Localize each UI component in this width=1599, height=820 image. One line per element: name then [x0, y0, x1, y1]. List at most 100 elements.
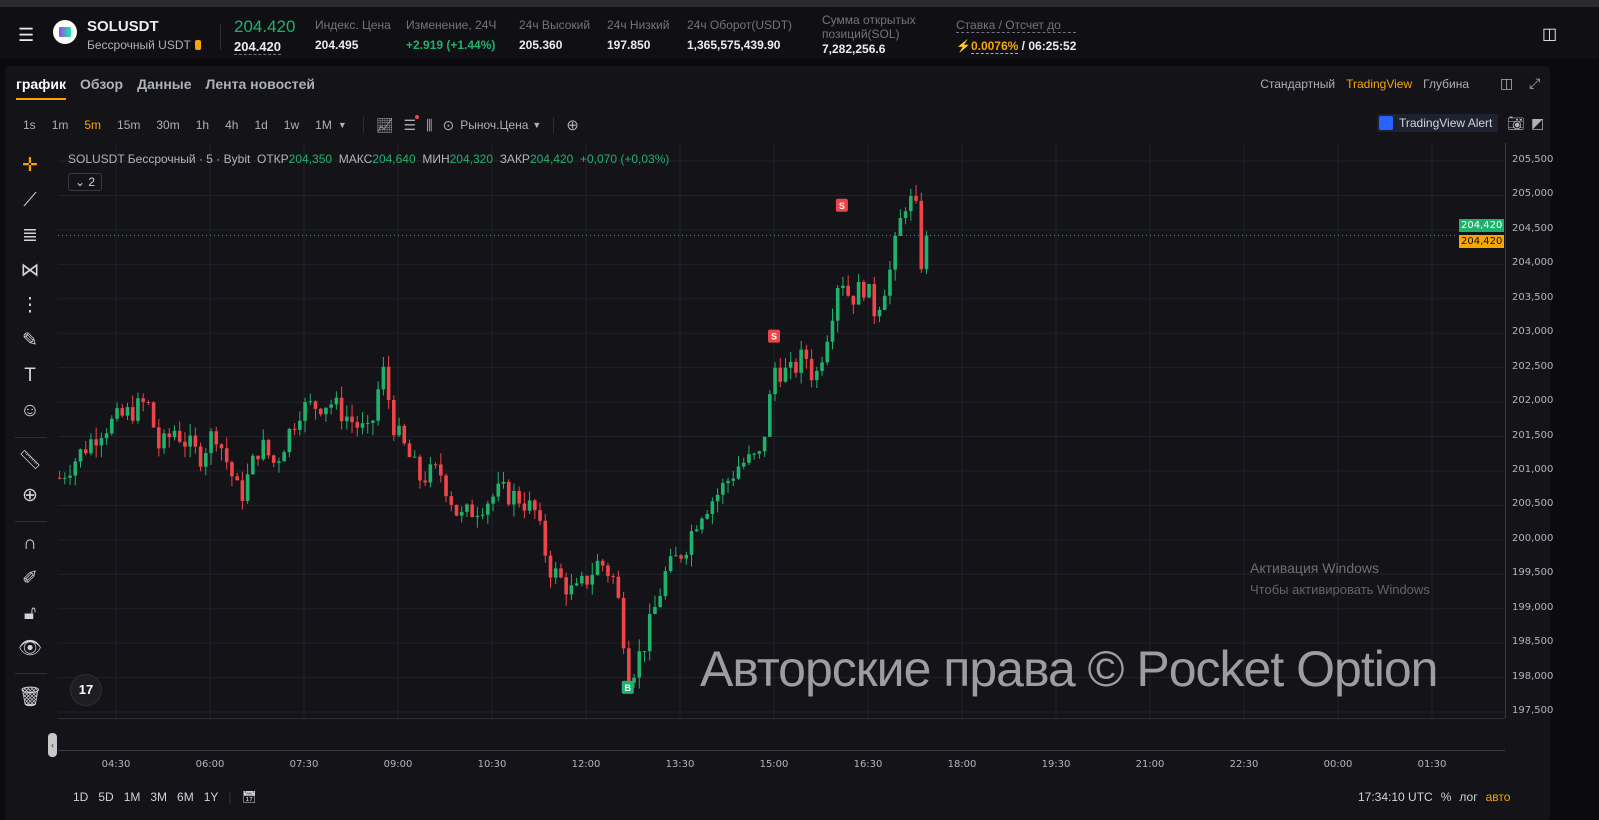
candle-body [663, 571, 668, 597]
range-3m[interactable]: 3M [150, 790, 168, 804]
timeframe-1d[interactable]: 1d [254, 118, 268, 132]
candle-body [177, 430, 182, 442]
eye-icon[interactable]: 👁︎ [17, 638, 43, 659]
tab-data[interactable]: Данные [137, 76, 192, 92]
expand-icon[interactable]: ⤢ [1529, 75, 1541, 91]
range-1m[interactable]: 1M [123, 790, 141, 804]
candle-body [538, 510, 542, 521]
book-icon[interactable]: ◫ [1542, 26, 1558, 43]
candle-body [773, 367, 777, 395]
candle-body [365, 422, 370, 424]
view-depth[interactable]: Глубина [1423, 77, 1469, 91]
fib-lines-icon[interactable]: ≣ [22, 225, 38, 246]
price-type-dropdown-icon[interactable]: ▼ [532, 120, 542, 130]
candle-body [162, 433, 166, 449]
candle-body [360, 423, 365, 428]
candlestick-chart[interactable]: B S S [58, 143, 1505, 718]
timeframe-1h[interactable]: 1h [195, 118, 210, 132]
candle-body [585, 575, 589, 585]
price-axis[interactable]: 205,500 205,000 204,500 204,000 203,500 203,0… [1459, 143, 1554, 718]
magnet-icon[interactable]: ∩ [23, 533, 37, 554]
stat-value: +2.919 (+1.44%) [406, 38, 496, 52]
candle-body [856, 281, 861, 305]
trash-icon[interactable]: 🗑︎ [17, 687, 43, 708]
candle-body [136, 398, 140, 421]
time-tick-label: 01:30 [1417, 759, 1447, 770]
lock-drawing-icon[interactable]: ✐ [22, 568, 38, 589]
candle-body [183, 441, 187, 447]
legend-change: +0,070 (+0,03%) [580, 152, 670, 166]
price-type-select[interactable]: Рыноч.Цена [460, 118, 529, 132]
timeframe-30m[interactable]: 30m [156, 118, 180, 132]
range-1y[interactable]: 1Y [203, 790, 219, 804]
log-toggle[interactable]: лог [1459, 790, 1478, 804]
candle-body [89, 439, 93, 454]
tradingview-logo[interactable]: 17 [70, 674, 102, 706]
candle-body [611, 576, 615, 578]
projection-icon[interactable]: ⋮ [20, 295, 40, 316]
auto-toggle[interactable]: авто [1485, 790, 1511, 804]
camera-icon[interactable]: 📷︎ [1507, 115, 1525, 131]
unlock-icon[interactable]: 🔓︎ [23, 603, 37, 624]
timeframe-1M[interactable]: 1M [315, 118, 332, 132]
percent-toggle[interactable]: % [1440, 790, 1452, 804]
timeframe-5m[interactable]: 5m [84, 118, 102, 132]
candle-body [653, 606, 657, 614]
divider [15, 673, 47, 674]
timeframe-15m[interactable]: 15m [117, 118, 141, 132]
scroll-left-handle[interactable]: ‹ [48, 733, 57, 757]
range-6m[interactable]: 6M [177, 790, 194, 804]
timeframe-1m[interactable]: 1m [51, 118, 69, 132]
text-icon[interactable]: T [24, 365, 36, 386]
goto-date-icon[interactable]: 📅︎ [241, 790, 257, 804]
candle-body [909, 196, 913, 212]
emoji-icon[interactable]: ☺ [20, 400, 40, 421]
menu-icon[interactable]: ☰ [18, 25, 35, 45]
candle-body [245, 474, 250, 502]
timeframe-dropdown-icon[interactable]: ▼ [337, 120, 347, 130]
info-icon[interactable] [194, 40, 201, 50]
fullscreen-icon[interactable]: ◩ [1531, 115, 1545, 131]
ruler-icon[interactable]: 📏︎ [17, 450, 43, 471]
timeframe-1w[interactable]: 1w [283, 118, 300, 132]
price-source-icon[interactable]: ⊙ [442, 116, 455, 133]
zoom-in-icon[interactable]: ⊕ [22, 485, 38, 506]
candle-body [710, 501, 715, 514]
indicators-toggle[interactable]: ⌄ 2 [68, 173, 103, 191]
candle-type-icon[interactable]: ⫼ [426, 116, 433, 133]
time-tick-label: 18:00 [947, 759, 977, 770]
time-tick-label: 13:30 [665, 759, 695, 770]
range-1d[interactable]: 1D [73, 790, 89, 804]
utc-clock[interactable]: 17:34:10 UTC [1358, 790, 1433, 804]
tab-news[interactable]: Лента новостей [205, 76, 315, 92]
funding-label[interactable]: Ставка / Отсчет до [956, 18, 1077, 33]
candle-body [788, 361, 793, 368]
crosshair-icon[interactable]: ✛ [22, 155, 38, 176]
buy-signal-label: B [625, 683, 632, 693]
indicators-icon[interactable]: 📈︎ [375, 116, 394, 133]
range-5d[interactable]: 5D [98, 790, 114, 804]
settings-list-icon[interactable]: ☰ [404, 114, 420, 134]
candle-body [151, 402, 156, 428]
tab-overview[interactable]: Обзор [80, 76, 124, 92]
pattern-icon[interactable]: ⋈ [20, 260, 40, 281]
split-layout-icon[interactable]: ◫ [1500, 75, 1514, 91]
price-tick-label: 200,500 [1512, 498, 1554, 510]
timeline-scroll[interactable] [58, 750, 1505, 751]
trend-line-icon[interactable]: ⟋ [23, 190, 37, 211]
tab-chart[interactable]: график [16, 76, 67, 100]
view-standard[interactable]: Стандартный [1260, 77, 1336, 91]
candle-body [721, 483, 725, 495]
brush-icon[interactable]: ✎ [22, 330, 38, 351]
timeframe-4h[interactable]: 4h [225, 118, 239, 132]
symbol-name[interactable]: SOLUSDT [87, 18, 159, 35]
candle-body [689, 531, 694, 555]
price-tick-label: 204,000 [1512, 257, 1554, 269]
timeframe-1s[interactable]: 1s [23, 118, 36, 132]
top-strip [0, 0, 1599, 7]
tradingview-alert-button[interactable]: TradingView Alert [1377, 114, 1499, 132]
view-tradingview[interactable]: TradingView [1346, 77, 1413, 91]
divider: | [228, 790, 232, 804]
add-icon[interactable]: ⊕ [566, 117, 579, 134]
candle-body [193, 435, 198, 447]
